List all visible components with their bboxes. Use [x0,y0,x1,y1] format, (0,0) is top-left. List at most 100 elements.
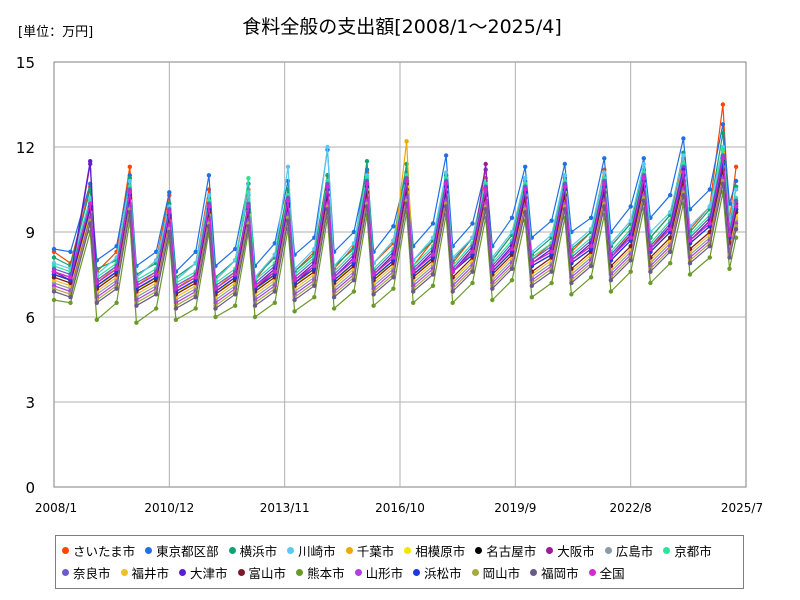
data-point [127,164,132,169]
legend-label: 大阪市 [557,543,595,559]
data-point [720,181,726,186]
data-point [720,102,726,107]
data-point [233,246,238,252]
data-point [569,280,574,286]
data-point [707,244,712,249]
data-point [430,283,436,288]
data-point [470,249,475,254]
data-point [727,255,732,260]
data-point [588,215,594,220]
data-point [154,272,159,277]
legend-label: 京都市 [674,543,712,559]
data-point [569,258,574,263]
data-point [733,227,739,232]
legend-label: 山形市 [365,565,404,581]
data-point [51,289,57,294]
data-point [51,269,57,274]
data-point [602,170,607,175]
legend-label: 横浜市 [239,543,278,559]
data-point [562,184,567,189]
data-point [51,246,57,252]
data-point [443,170,449,175]
data-point [483,187,488,192]
data-point [51,255,57,260]
legend-item: 京都市 [663,541,712,559]
data-point [509,246,515,252]
data-point [687,261,693,266]
legend-swatch [62,568,69,576]
data-point [391,224,396,229]
data-point [628,258,633,263]
x-tick-label: 2022/8 [610,501,652,515]
data-point [351,289,357,294]
legend-swatch [296,568,304,576]
data-point [154,249,159,254]
data-point [549,280,554,286]
legend-swatch [228,546,236,554]
legend-item: 相模原市 [404,541,465,559]
data-point [68,300,73,305]
legend-swatch [287,546,295,554]
data-point [206,193,212,198]
data-point [727,266,732,271]
series-lines [51,102,739,325]
legend-item: 全国 [588,563,625,581]
legend-swatch [179,568,187,576]
data-point [588,275,594,280]
data-point [470,269,475,274]
data-point [167,210,172,215]
data-point [312,295,317,300]
legend-label: 奈良市 [73,565,111,581]
data-point [608,278,614,283]
data-point [727,232,732,237]
data-point [687,238,693,243]
data-point [68,295,73,300]
data-point [602,156,607,161]
data-point [127,178,132,184]
unit-label: [単位：万円] [18,24,93,40]
data-point [193,306,198,311]
data-point [285,164,291,169]
data-point [490,266,495,271]
legend-label: 福岡市 [541,565,579,581]
legend-swatch [546,546,554,554]
data-point [562,207,567,212]
data-point [331,295,337,300]
legend-swatch [471,568,479,576]
data-point [114,286,119,291]
x-tick-label: 2010/12 [144,501,194,515]
data-point [681,193,686,198]
data-point [213,306,218,311]
y-tick-label: 0 [25,479,35,497]
legend-item: 横浜市 [228,541,278,559]
legend-item: 富山市 [237,563,286,581]
data-point [173,317,179,322]
data-point [509,229,515,235]
legend-swatch [237,568,245,576]
legend-label: 川崎市 [298,543,336,559]
data-point [233,303,238,308]
legend-label: 熊本市 [307,565,345,581]
data-point [127,190,132,195]
data-point [285,198,291,203]
data-point [114,266,119,271]
data-point [523,187,528,192]
data-point [733,178,739,184]
data-point [450,289,455,294]
data-point [173,306,179,311]
data-point [193,295,198,300]
data-point [608,255,614,260]
data-point [94,300,100,305]
data-point [509,278,515,283]
data-point [641,176,646,181]
data-point [404,178,409,184]
legend-swatch [663,546,671,554]
x-tick-label: 2016/10 [375,501,425,515]
legend-swatch [404,546,412,554]
y-tick-label: 6 [25,309,35,327]
data-point [529,261,534,266]
data-point [588,263,594,269]
data-point [523,176,528,181]
data-point [325,184,330,189]
legend-label: 大津市 [190,565,228,581]
